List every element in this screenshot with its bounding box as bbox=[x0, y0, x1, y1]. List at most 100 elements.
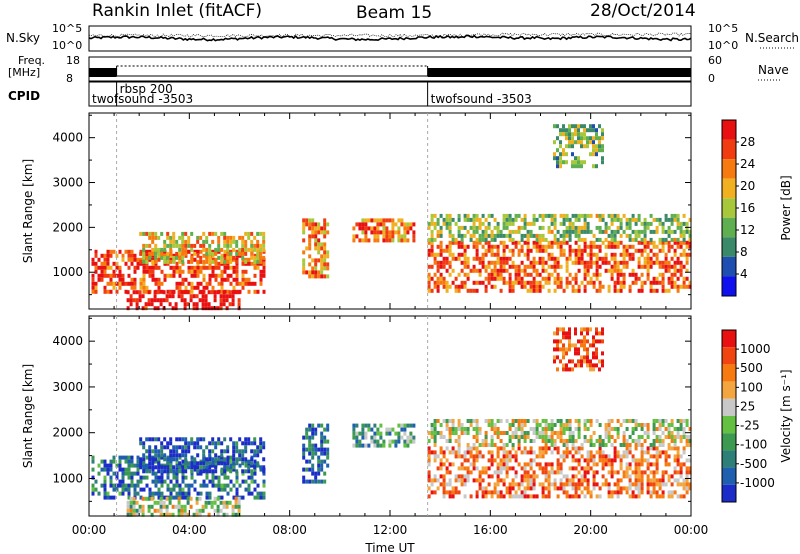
range-cell bbox=[400, 222, 404, 227]
range-cell bbox=[237, 496, 241, 501]
range-cell bbox=[562, 458, 566, 463]
range-cell bbox=[168, 302, 172, 307]
range-cell bbox=[157, 449, 161, 454]
range-cell bbox=[262, 471, 266, 476]
range-cell bbox=[622, 435, 626, 439]
range-cell bbox=[439, 229, 443, 234]
range-cell bbox=[544, 446, 548, 451]
range-cell bbox=[308, 218, 312, 223]
range-cell bbox=[595, 260, 599, 265]
range-cell bbox=[616, 419, 620, 423]
range-cell bbox=[133, 253, 137, 258]
range-cell bbox=[544, 423, 548, 427]
range-cell bbox=[592, 284, 596, 289]
range-cell bbox=[445, 256, 449, 261]
range-cell bbox=[601, 128, 604, 133]
range-cell bbox=[229, 465, 233, 470]
range-cell bbox=[544, 470, 548, 475]
range-cell bbox=[547, 435, 551, 439]
range-cell bbox=[175, 251, 179, 256]
range-cell bbox=[178, 483, 182, 488]
range-cell bbox=[259, 259, 263, 264]
range-cell bbox=[139, 465, 143, 470]
range-cell bbox=[517, 229, 521, 234]
range-cell bbox=[619, 280, 623, 285]
range-cell bbox=[649, 280, 653, 285]
range-cell bbox=[496, 221, 500, 226]
range-cell bbox=[184, 457, 188, 462]
range-cell bbox=[184, 247, 188, 252]
range-cell bbox=[320, 479, 324, 484]
range-cell bbox=[433, 474, 437, 479]
range-cell bbox=[514, 454, 518, 459]
range-cell bbox=[574, 229, 578, 234]
range-cell bbox=[127, 273, 131, 278]
range-cell bbox=[556, 327, 559, 332]
range-cell bbox=[130, 479, 134, 484]
range-cell bbox=[535, 431, 539, 435]
range-cell bbox=[403, 226, 407, 231]
range-cell bbox=[544, 427, 548, 431]
range-cell bbox=[448, 264, 452, 269]
range-cell bbox=[190, 465, 194, 470]
range-cell bbox=[577, 470, 581, 475]
range-cell bbox=[463, 458, 467, 463]
range-cell bbox=[317, 270, 321, 275]
range-cell bbox=[235, 251, 239, 256]
range-cell bbox=[370, 226, 374, 231]
range-cell bbox=[127, 249, 131, 254]
range-cell bbox=[568, 280, 572, 285]
range-cell bbox=[457, 252, 461, 257]
range-cell bbox=[148, 273, 152, 278]
range-cell bbox=[625, 233, 629, 238]
range-cell bbox=[571, 474, 575, 479]
range-cell bbox=[610, 427, 614, 431]
range-cell bbox=[625, 439, 629, 443]
range-cell bbox=[126, 298, 130, 303]
range-cell bbox=[172, 495, 176, 500]
range-cell bbox=[448, 248, 452, 253]
range-cell bbox=[547, 423, 551, 427]
range-cell bbox=[556, 272, 560, 277]
range-cell bbox=[652, 462, 656, 467]
range-cell bbox=[226, 449, 230, 454]
range-cell bbox=[508, 264, 512, 269]
range-cell bbox=[138, 504, 142, 509]
range-cell bbox=[523, 423, 527, 427]
range-cell bbox=[196, 285, 200, 290]
range-cell bbox=[94, 285, 98, 290]
range-cell bbox=[175, 469, 179, 474]
range-cell bbox=[463, 454, 467, 459]
range-cell bbox=[658, 450, 662, 455]
range-cell bbox=[595, 225, 599, 230]
nsky-trace bbox=[88, 34, 692, 42]
range-cell bbox=[535, 260, 539, 265]
range-cell bbox=[159, 512, 163, 517]
range-cell bbox=[256, 453, 260, 458]
range-cell bbox=[175, 457, 179, 462]
range-cell bbox=[526, 272, 530, 277]
range-cell bbox=[631, 272, 635, 277]
range-cell bbox=[475, 439, 479, 443]
range-cell bbox=[430, 435, 434, 439]
range-cell bbox=[544, 494, 548, 499]
range-cell bbox=[91, 483, 95, 488]
range-cell bbox=[223, 235, 227, 240]
range-cell bbox=[625, 470, 629, 475]
range-cell bbox=[160, 269, 164, 274]
range-cell bbox=[658, 443, 662, 447]
range-cell bbox=[493, 458, 497, 463]
range-cell bbox=[181, 243, 185, 248]
range-cell bbox=[583, 423, 587, 427]
range-cell bbox=[427, 439, 431, 443]
range-cell bbox=[217, 483, 221, 488]
range-cell bbox=[517, 276, 521, 281]
range-cell bbox=[538, 272, 542, 277]
range-cell bbox=[445, 458, 449, 463]
range-cell bbox=[235, 281, 239, 286]
range-cell bbox=[475, 454, 479, 459]
range-cell bbox=[130, 249, 134, 254]
range-cell bbox=[514, 217, 518, 222]
range-cell bbox=[314, 270, 318, 275]
range-cell bbox=[511, 229, 515, 234]
